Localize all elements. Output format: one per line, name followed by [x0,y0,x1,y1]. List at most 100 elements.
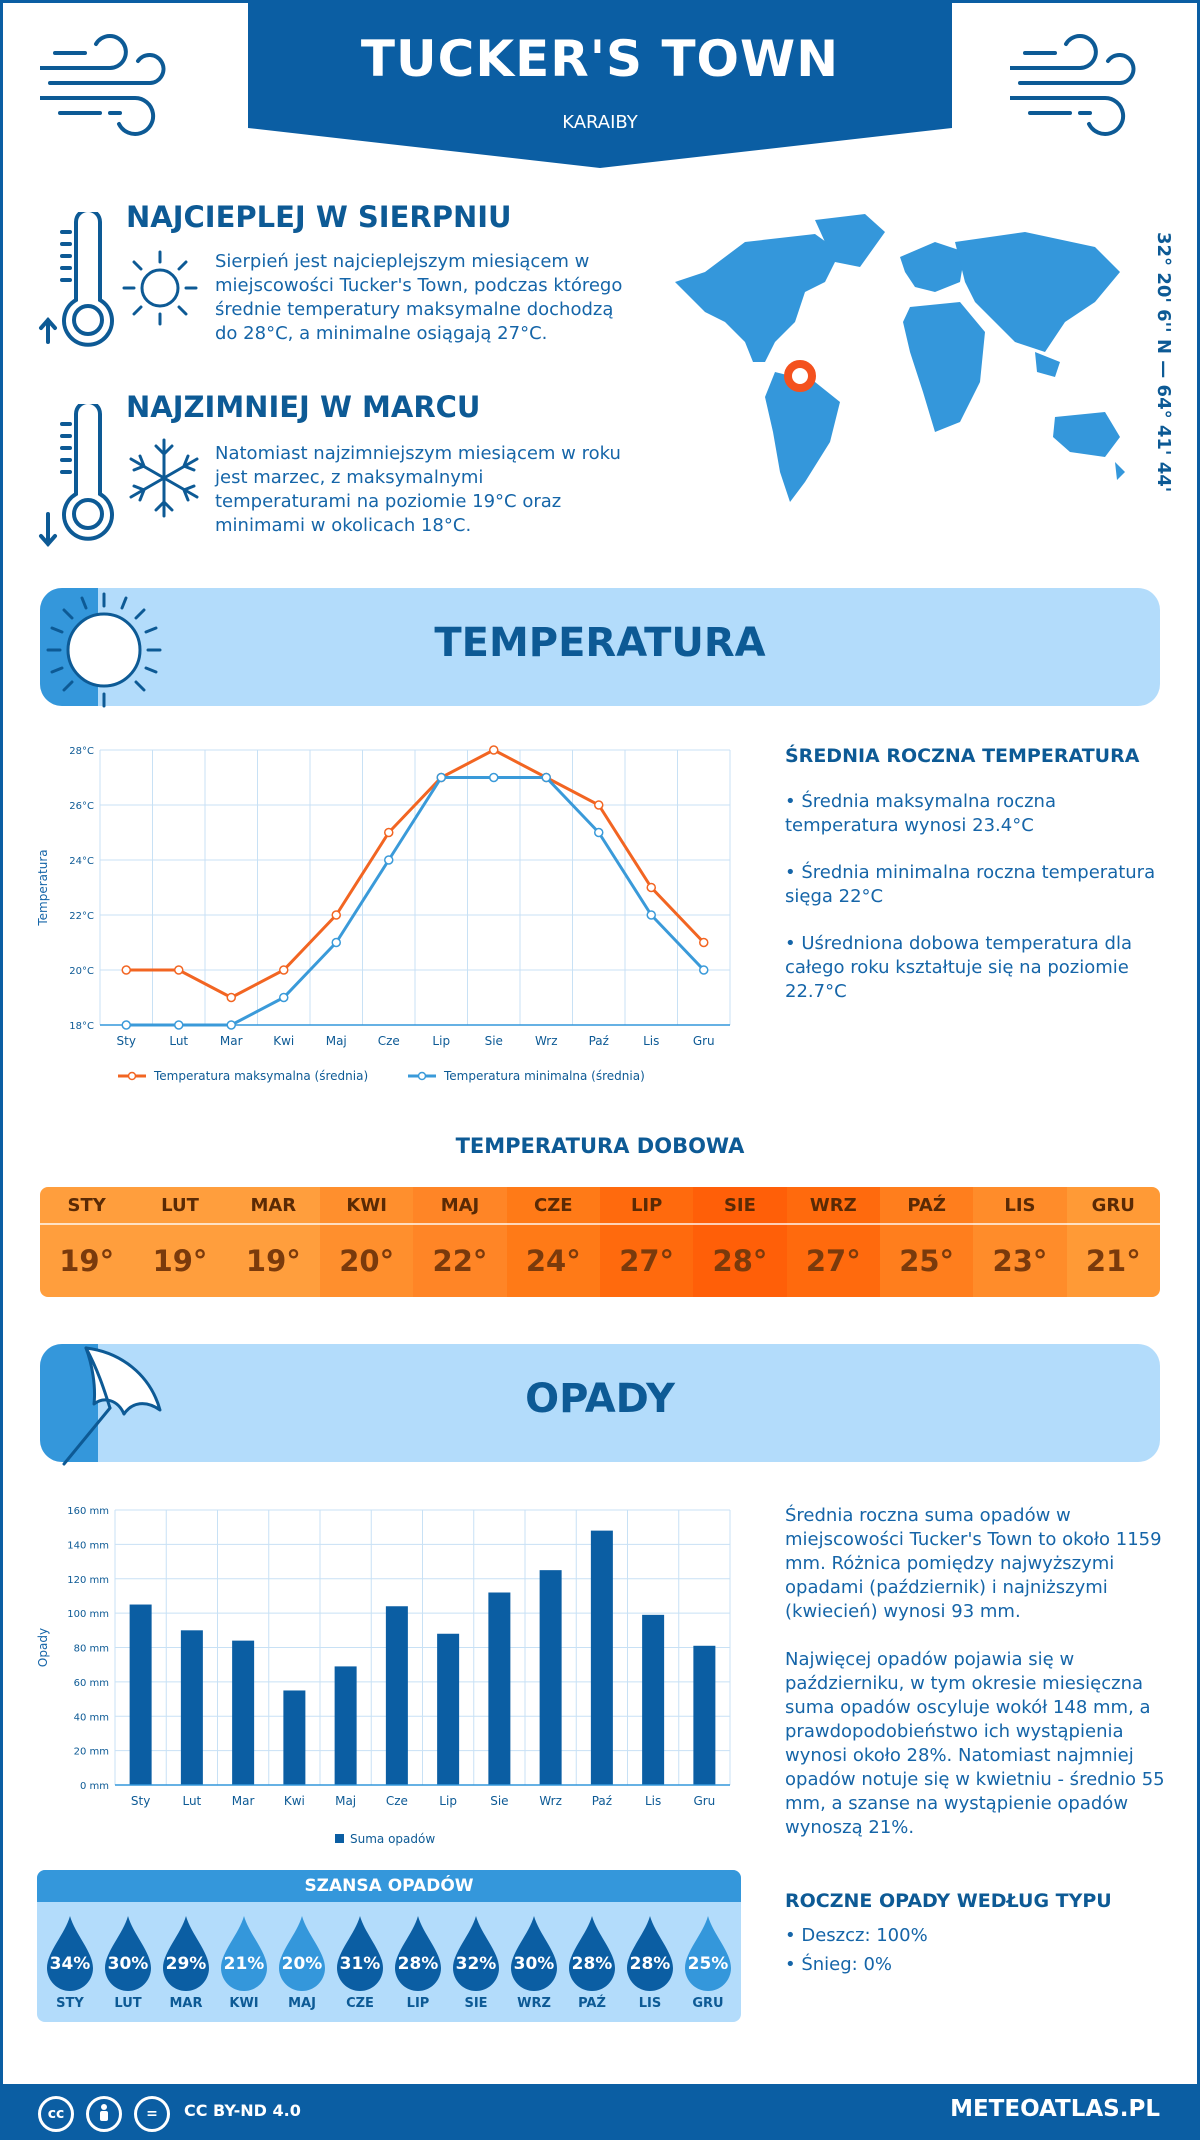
x-tick-label: Wrz [539,1794,562,1808]
rain-chance-drop: 29% MAR [158,1914,214,2014]
rain-chance-value: 29% [165,1954,207,1974]
snowflake-icon [129,438,199,518]
legend-label: Temperatura maksymalna (średnia) [153,1069,368,1083]
month-label: KWI [229,1996,259,2011]
umbrella-icon [62,1346,162,1466]
raindrop-icon [453,1916,499,1991]
precipitation-type-title: ROCZNE OPADY WEDŁUG TYPU [785,1890,1112,1912]
y-tick-label: 40 mm [74,1712,109,1723]
rain-chance-value: 25% [687,1954,729,1974]
by-person-icon [86,2096,122,2132]
month-label: GRU [692,1996,724,2011]
temperature-section-header [40,588,1160,706]
site-link[interactable]: METEOATLAS.PL [950,2096,1160,2122]
no-derivatives-icon: = [134,2096,170,2132]
y-tick-label: 22°C [69,911,94,922]
month-label: STY [40,1187,134,1225]
y-tick-label: 18°C [69,1021,94,1032]
precipitation-section-header [40,1344,1160,1462]
daily-temperature-title: TEMPERATURA DOBOWA [455,1134,745,1158]
raindrop-icon [279,1916,325,1991]
data-point [226,992,236,1003]
daily-temperature-value: 25° [899,1244,955,1278]
x-tick-label: Paź [589,1034,609,1048]
legend-label: Temperatura minimalna (średnia) [443,1069,645,1083]
daily-temperature-column: MAJ 22° [413,1187,507,1297]
x-tick-label: Gru [693,1794,715,1808]
rain-chance-drop: 25% GRU [680,1914,736,2014]
rain-chance-value: 21% [223,1954,265,1974]
series-line [126,748,705,1000]
data-point [594,827,604,838]
month-label: SIE [693,1187,787,1225]
page-title: TUCKER'S TOWN [360,30,840,88]
rain-chance-panel: SZANSA OPADÓW 34% STY 30% LUT 29% MAR 21% KWI 20… [37,1870,741,2022]
series-line [126,776,705,1027]
legend-marker [127,1071,137,1081]
daily-temperature-value: 24° [525,1244,581,1278]
month-label: LIP [406,1996,430,2011]
data-point [436,772,446,783]
data-point [384,855,394,865]
data-point [384,827,394,838]
precipitation-bar [693,1645,716,1785]
precipitation-bar [437,1633,460,1785]
legend-swatch [335,1834,344,1843]
footer [0,2084,1200,2140]
rain-chance-value: 30% [513,1954,555,1974]
coldest-text: Natomiast najzimniejszym miesiącem w rok… [215,443,621,536]
data-point [646,882,656,893]
raindrop-icon [47,1916,93,1991]
title-banner [248,0,952,168]
daily-temperature-column: LIP 27° [599,1187,694,1297]
rain-chance-drop: 28% LIP [390,1914,446,2014]
daily-temperature-column: SIE 28° [693,1187,787,1297]
daily-temperature-value: 19° [152,1244,208,1278]
data-point [594,800,604,810]
month-label: SIE [464,1996,488,2011]
data-point [699,965,709,975]
precipitation-type-snow: • Śnieg: 0% [785,1954,893,1975]
data-point [121,1020,131,1030]
page-subtitle: KARAIBY [562,112,638,133]
y-tick-label: 0 mm [80,1781,109,1792]
x-tick-label: Lis [643,1034,659,1048]
data-point [279,992,289,1003]
daily-temperature-column: MAR 19° [226,1187,320,1297]
month-label: LIS [638,1996,662,2011]
precipitation-bar [129,1604,152,1785]
x-tick-label: Kwi [273,1034,294,1048]
raindrop-icon [511,1916,557,1991]
y-tick-label: 160 mm [67,1506,109,1517]
sun-icon [122,250,198,326]
temperature-bullet-max: • Średnia maksymalna roczna temperatura … [785,791,1056,836]
month-label: WRZ [786,1187,880,1225]
month-label: CZE [346,1996,374,2011]
raindrop-icon [627,1916,673,1991]
x-tick-label: Lut [182,1794,201,1808]
x-tick-label: Sty [131,1794,150,1808]
temperature-bullet-avg: • Uśredniona dobowa temperatura dla całe… [785,933,1133,1002]
daily-temperature-column: KWI 20° [319,1187,414,1297]
x-tick-label: Paź [592,1794,612,1808]
x-tick-label: Sty [117,1034,136,1048]
y-tick-label: 20 mm [74,1747,109,1758]
precipitation-bar [334,1666,357,1785]
rain-chance-value: 31% [339,1954,381,1974]
rain-chance-drop: 32% SIE [448,1914,504,2014]
raindrop-icon [685,1916,731,1991]
precipitation-bar [180,1630,203,1785]
rain-chance-drops: 34% STY 30% LUT 29% MAR 21% KWI 20% MAJ 31% CZE 28% L… [37,1914,741,2014]
month-label: LIP [599,1187,694,1225]
svg-text:32° 20' 6'' N — 64° 41' 44'' W: 32° 20' 6'' N — 64° 41' 44'' W [1153,232,1174,492]
rain-chance-value: 28% [397,1954,439,1974]
data-point [489,772,499,783]
month-label: LUT [133,1187,227,1225]
data-point [174,965,184,975]
raindrop-icon [163,1916,209,1991]
license-label: CC BY-ND 4.0 [184,2101,301,2120]
daily-temperature-column: GRU 21° [1066,1187,1160,1297]
month-label: MAR [169,1996,203,2011]
x-tick-label: Lip [432,1034,450,1048]
rain-chance-value: 32% [455,1954,497,1974]
